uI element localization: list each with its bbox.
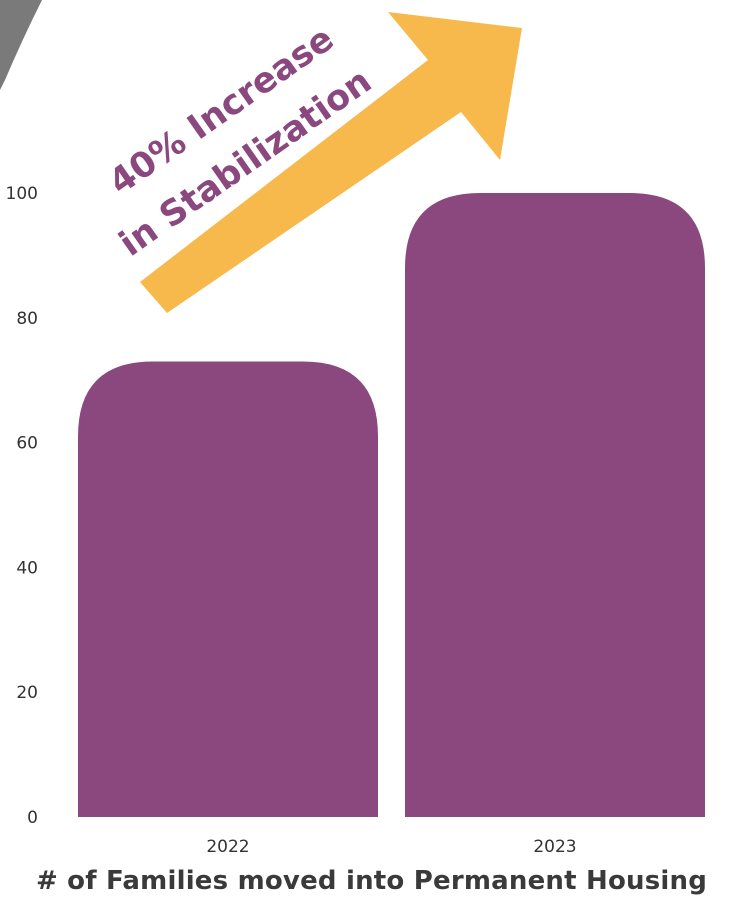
y-tick-label: 60 [16,434,38,454]
y-tick-label: 100 [6,184,38,204]
x-axis: 2022 2023 [206,837,576,857]
x-tick-label: 2023 [533,837,576,857]
y-tick-label: 20 [16,683,38,703]
x-tick-label: 2022 [206,837,249,857]
y-tick-label: 0 [27,808,38,828]
y-tick-label: 40 [16,558,38,578]
increase-arrow-icon [140,12,522,313]
bar-series [78,193,705,817]
x-axis-title: # of Families moved into Permanent Housi… [35,866,708,896]
bar-2023 [405,193,705,817]
y-tick-label: 80 [16,309,38,329]
corner-decoration [0,0,42,90]
bar-2022 [78,361,378,817]
y-axis: 0 20 40 60 80 100 [6,184,38,828]
